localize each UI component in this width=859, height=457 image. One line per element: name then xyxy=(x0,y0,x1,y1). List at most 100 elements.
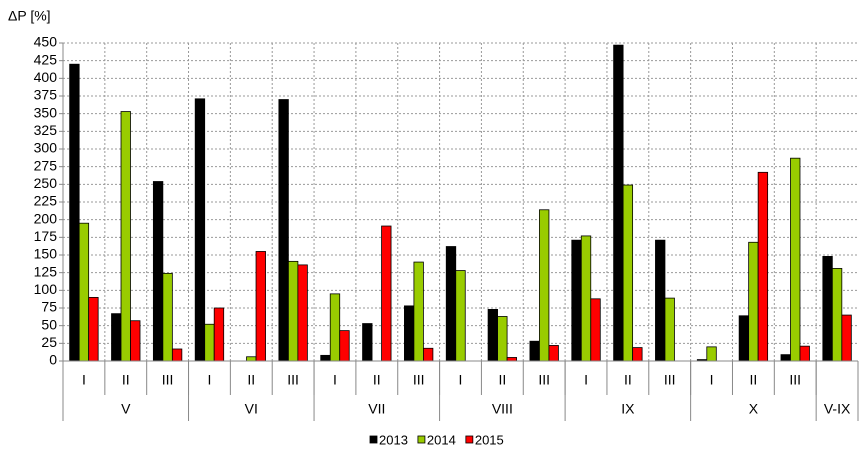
x-tick-label: III xyxy=(287,372,299,388)
y-tick-label: 375 xyxy=(34,87,58,103)
x-tick-label: II xyxy=(247,372,255,388)
x-tick-label: III xyxy=(664,372,676,388)
bar xyxy=(580,235,592,362)
legend-label: 2014 xyxy=(427,432,456,447)
group-label: X xyxy=(749,401,759,417)
bar xyxy=(152,181,164,362)
y-tick-label: 300 xyxy=(34,140,58,156)
bar xyxy=(255,251,266,362)
bar xyxy=(362,323,373,362)
bar xyxy=(757,171,769,362)
y-tick-label: 100 xyxy=(34,281,58,297)
x-tick-label: I xyxy=(82,372,86,388)
bar xyxy=(799,345,810,362)
bar xyxy=(455,270,466,362)
y-tick-label: 125 xyxy=(34,263,58,279)
y-tick-label: 225 xyxy=(34,193,58,209)
bar xyxy=(278,99,289,362)
y-tick-label: 450 xyxy=(34,34,58,50)
x-tick-label: III xyxy=(162,372,174,388)
bar xyxy=(590,298,601,362)
x-tick-label: II xyxy=(122,372,130,388)
y-axis-label: ΔP [%] xyxy=(8,8,51,24)
y-tick-label: 50 xyxy=(41,316,57,332)
bar xyxy=(571,239,582,362)
bar xyxy=(213,307,225,362)
x-tick-label: I xyxy=(208,372,212,388)
y-tick-label: 175 xyxy=(34,228,58,244)
bar xyxy=(404,305,415,362)
bar xyxy=(320,354,331,362)
bar xyxy=(497,316,508,362)
bar xyxy=(162,272,173,362)
bar xyxy=(194,98,206,362)
y-tick-label: 25 xyxy=(41,334,57,350)
x-tick-label: III xyxy=(538,372,550,388)
group-label: V-IX xyxy=(824,401,851,417)
x-tick-label: II xyxy=(624,372,632,388)
bar xyxy=(539,209,550,362)
group-label: IX xyxy=(621,401,635,417)
bar xyxy=(706,346,717,362)
bar xyxy=(529,340,540,362)
bar xyxy=(664,297,675,362)
bar xyxy=(287,260,299,362)
bar xyxy=(506,357,517,362)
bar xyxy=(632,347,643,362)
x-tick-label: I xyxy=(333,372,337,388)
y-tick-label: 325 xyxy=(34,122,58,138)
bar xyxy=(738,315,750,362)
legend-swatch xyxy=(465,435,474,444)
group-label: VIII xyxy=(492,401,513,417)
group-label: V xyxy=(121,401,131,417)
bar xyxy=(613,44,624,362)
bar xyxy=(297,264,308,362)
bar xyxy=(655,239,666,362)
bar xyxy=(69,63,80,362)
x-tick-label: I xyxy=(584,372,588,388)
bar xyxy=(171,348,183,362)
bar xyxy=(780,354,791,362)
y-tick-label: 150 xyxy=(34,246,58,262)
bar xyxy=(413,261,424,362)
legend-swatch xyxy=(369,435,378,444)
y-tick-label: 75 xyxy=(41,299,57,315)
group-label: VII xyxy=(368,401,385,417)
bar xyxy=(790,157,801,362)
bar xyxy=(831,268,843,362)
group-label: VI xyxy=(245,401,258,417)
y-tick-label: 400 xyxy=(34,69,58,85)
y-tick-label: 425 xyxy=(34,51,58,67)
y-tick-label: 275 xyxy=(34,157,58,173)
x-tick-label: II xyxy=(750,372,758,388)
x-tick-label: II xyxy=(373,372,381,388)
bar xyxy=(445,246,457,362)
bar xyxy=(841,314,852,362)
bar xyxy=(204,323,215,362)
bar xyxy=(487,309,498,362)
bar xyxy=(130,320,141,362)
bar xyxy=(748,241,759,362)
bar xyxy=(339,330,350,362)
bar xyxy=(78,222,90,362)
bar xyxy=(622,184,634,362)
bar xyxy=(88,296,99,362)
y-tick-label: 350 xyxy=(34,104,58,120)
x-tick-label: III xyxy=(413,372,425,388)
legend-label: 2015 xyxy=(475,432,504,447)
bar xyxy=(120,111,131,362)
legend-label: 2013 xyxy=(379,432,408,447)
bar xyxy=(548,345,559,362)
bar xyxy=(111,313,122,362)
x-tick-label: I xyxy=(710,372,714,388)
y-tick-label: 250 xyxy=(34,175,58,191)
bar xyxy=(329,293,341,362)
bar xyxy=(246,356,257,362)
bar xyxy=(381,225,392,362)
bar xyxy=(822,256,833,362)
x-tick-label: III xyxy=(789,372,801,388)
x-tick-label: II xyxy=(498,372,506,388)
x-tick-label: I xyxy=(459,372,463,388)
legend-swatch xyxy=(417,435,426,444)
y-tick-label: 0 xyxy=(49,352,57,368)
